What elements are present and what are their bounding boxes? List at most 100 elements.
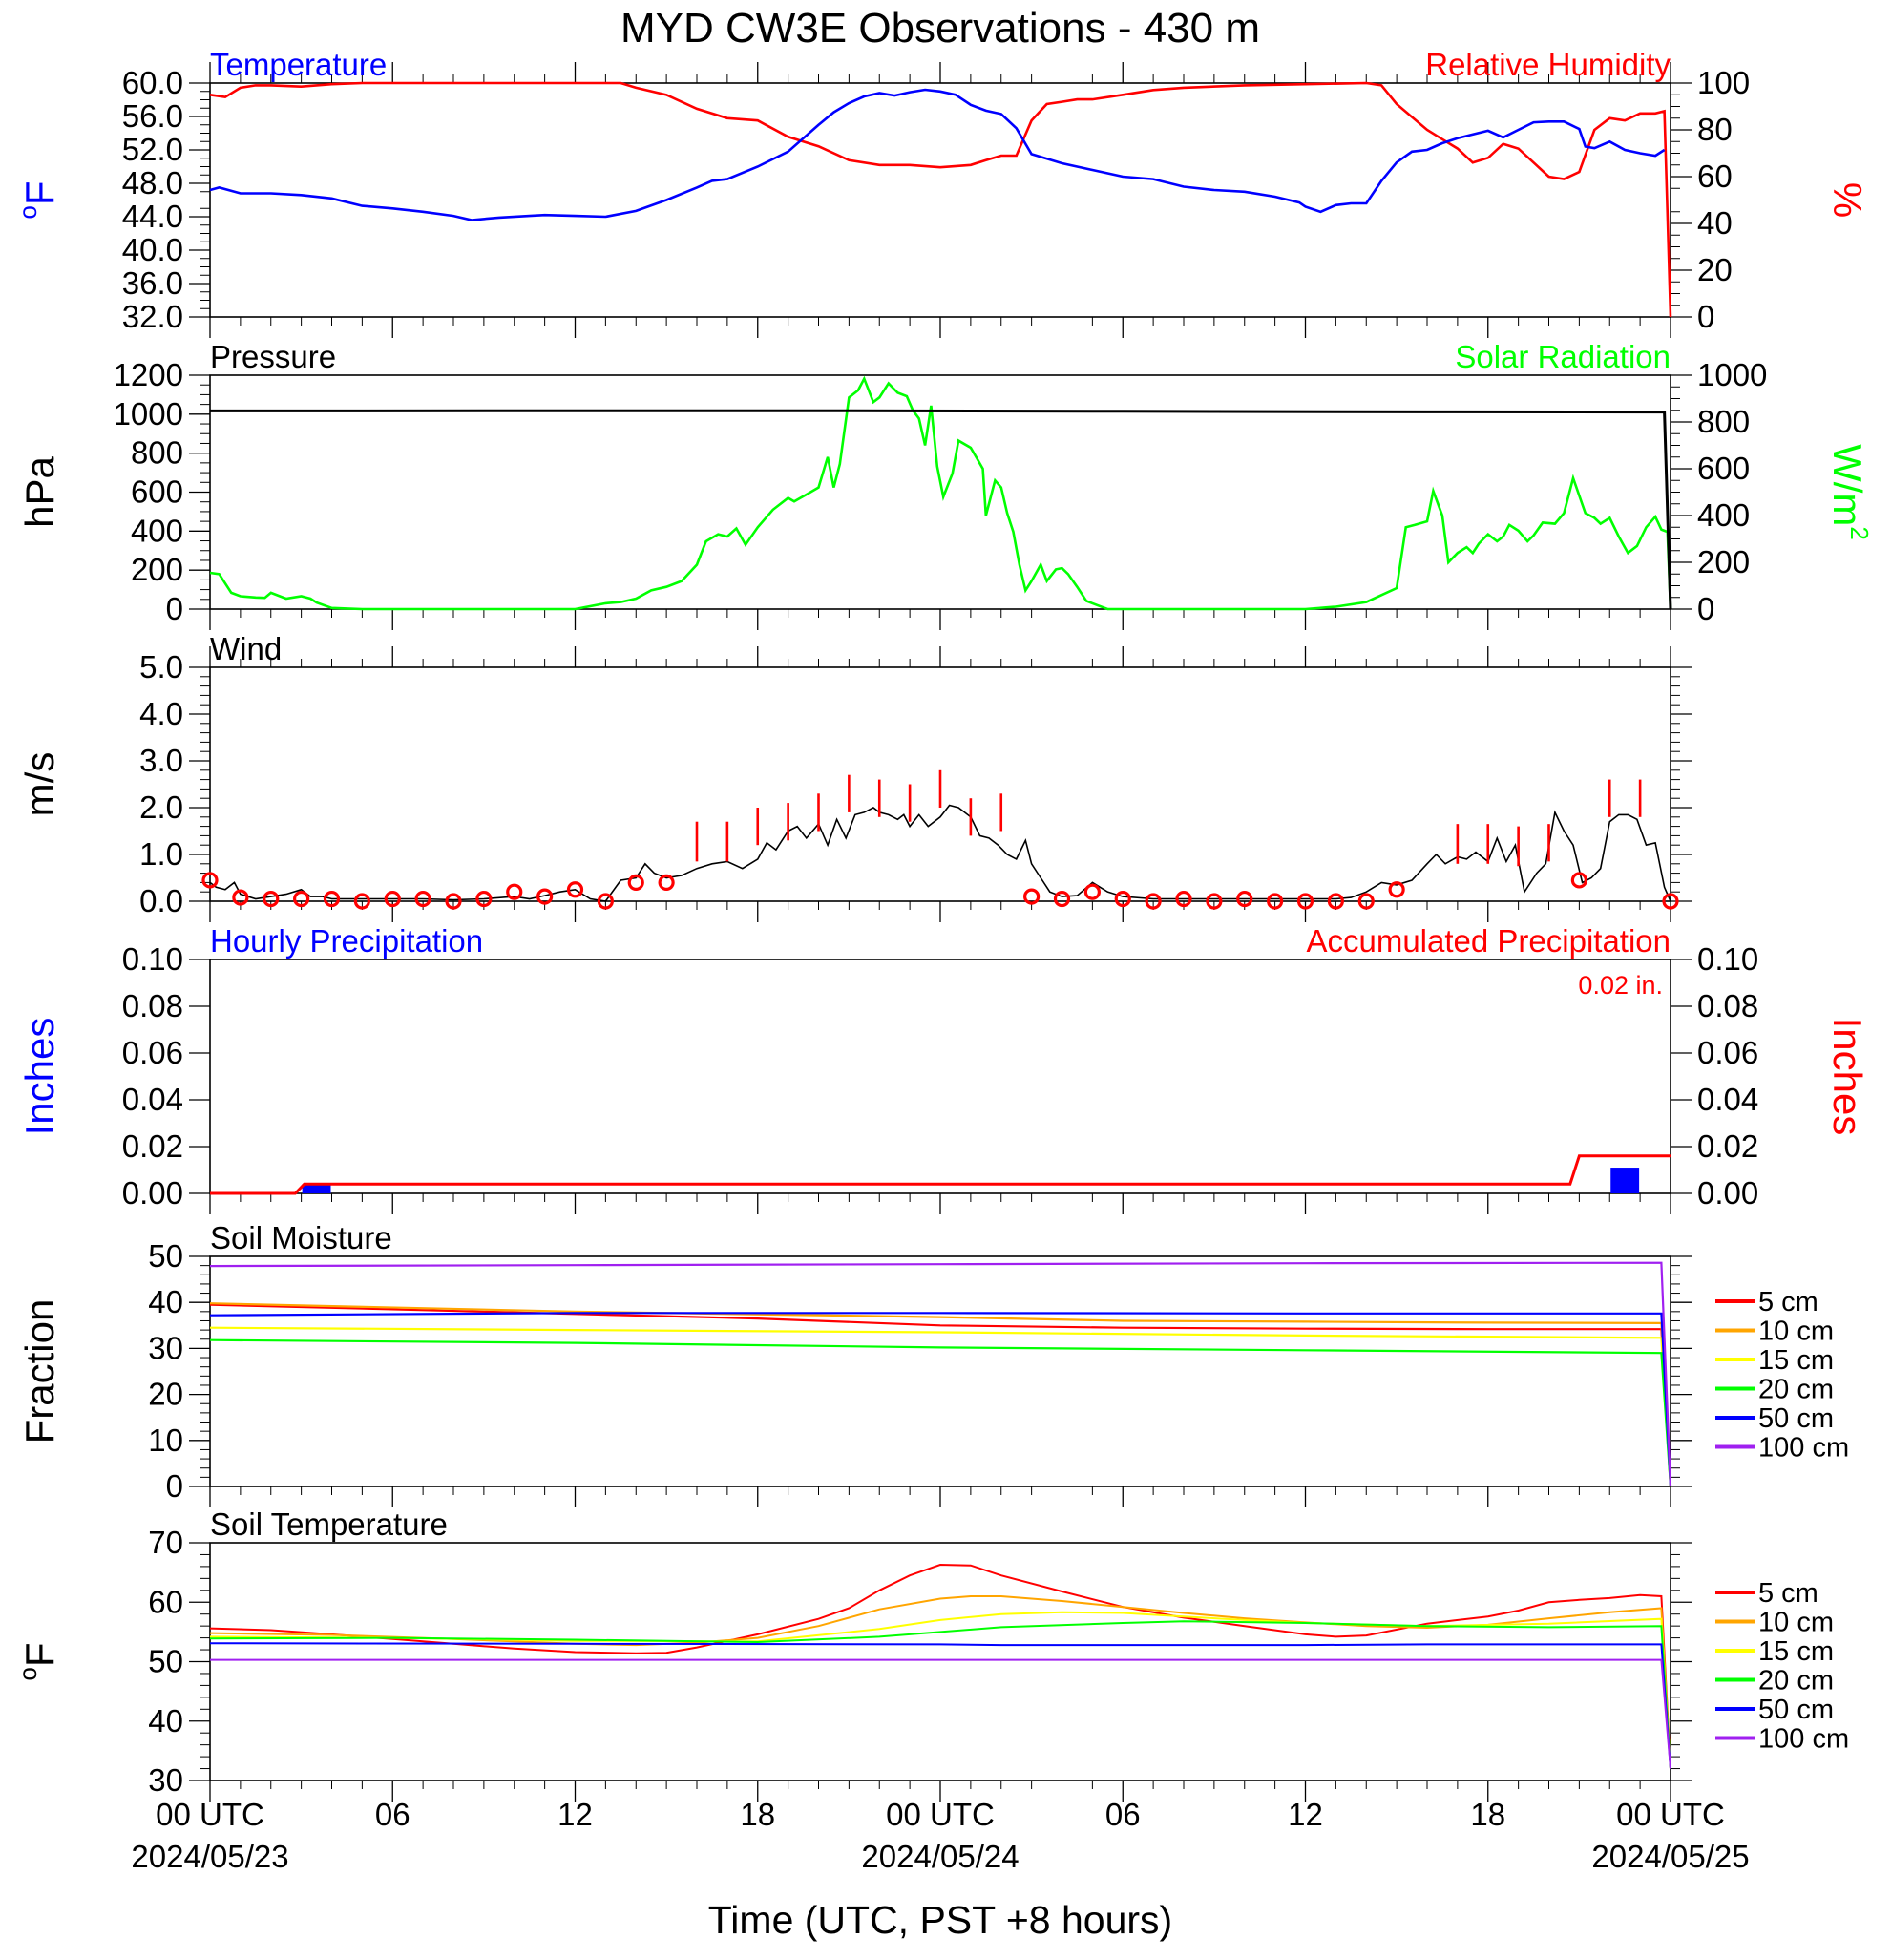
soil_moisture-left-tick-label: 10 bbox=[148, 1423, 183, 1458]
legend-label: 20 cm bbox=[1758, 1666, 1834, 1697]
wind-calm-marker bbox=[1357, 893, 1375, 910]
legend-label: 15 cm bbox=[1758, 1636, 1834, 1667]
wind-speed-line bbox=[209, 804, 1671, 902]
temp_rh-right-units: % bbox=[1825, 182, 1870, 218]
wind-calm-marker bbox=[1267, 893, 1284, 910]
soil_temperature-left-units: oFoF bbox=[13, 1642, 62, 1680]
wind-left-tick-label: 4.0 bbox=[139, 696, 183, 731]
x-axis-labels: 00 UTC 2024/05/23 06 12 18 00 UTC 2024/05/24 06… bbox=[131, 1797, 1749, 1874]
precip-right-tick-label: 0.02 bbox=[1697, 1128, 1758, 1164]
temp_rh-right-tick-label: 80 bbox=[1697, 112, 1733, 147]
precip-left-axis: 0.00 0.02 0.04 0.06 0.08 0.10 bbox=[122, 941, 210, 1211]
wind-calm-marker bbox=[1570, 872, 1587, 889]
wind-calm-marker bbox=[1114, 890, 1131, 908]
wind-calm-marker bbox=[536, 888, 554, 905]
wind-left-tick-label: 3.0 bbox=[139, 743, 183, 778]
wind-calm-marker bbox=[1236, 890, 1253, 908]
soil_temperature-left-tick-label: 70 bbox=[148, 1525, 183, 1560]
legend-label: 5 cm bbox=[1758, 1287, 1818, 1317]
wind-left-tick-label: 5.0 bbox=[139, 649, 183, 685]
soil_moisture-line-100cm bbox=[209, 1261, 1672, 1487]
soil_moisture-line-50cm bbox=[209, 1312, 1672, 1487]
soil_moisture-left-tick-label: 30 bbox=[148, 1330, 183, 1365]
soil_moisture-left-units: Fraction bbox=[17, 1299, 62, 1444]
soil_moisture-plot-border bbox=[209, 1255, 1671, 1487]
wind-calm-marker bbox=[1327, 893, 1344, 910]
wind-left-tick-label: 1.0 bbox=[139, 836, 183, 872]
soil_temperature-frame bbox=[209, 1542, 1671, 1802]
wind-calm-marker bbox=[232, 889, 249, 906]
soil_moisture-left-tick-label: 0 bbox=[166, 1468, 183, 1504]
pressure_solar-right-tick-label: 1000 bbox=[1697, 357, 1767, 392]
pressure_solar-right-tick-label: 0 bbox=[1697, 591, 1714, 626]
soil_temperature-left-tick-label: 30 bbox=[148, 1762, 183, 1798]
soil_temperature-line-100cm bbox=[210, 1658, 1671, 1769]
precip-left-title: Hourly Precipitation bbox=[210, 923, 483, 959]
pressure_solar-right-tick-label: 800 bbox=[1697, 404, 1750, 439]
x-tick-date: 2024/05/25 bbox=[1591, 1839, 1749, 1874]
precip-right-tick-label: 0.04 bbox=[1697, 1082, 1758, 1117]
x-tick-label: 00 UTC bbox=[886, 1797, 995, 1832]
chart-title: MYD CW3E Observations - 430 m bbox=[620, 5, 1260, 52]
temp_rh-right-tick-label: 0 bbox=[1697, 299, 1714, 334]
x-tick-label: 12 bbox=[1288, 1797, 1323, 1832]
temp_rh-right-tick-label: 100 bbox=[1697, 65, 1750, 100]
soil_temperature-line-20cm bbox=[209, 1620, 1671, 1769]
accumulated-total-label: 0.02 in. bbox=[1578, 971, 1663, 1000]
wind-calm-marker bbox=[658, 874, 675, 892]
humidity-line bbox=[209, 81, 1672, 318]
pressure_solar-right-units-label: W/m2 bbox=[1825, 444, 1874, 540]
soil_moisture-left-tick-label: 40 bbox=[148, 1284, 183, 1319]
legend-label: 5 cm bbox=[1758, 1578, 1818, 1609]
wind-calm-marker bbox=[1175, 890, 1192, 908]
temp_rh-left-axis: 32.036.040.044.048.052.056.060.0 bbox=[122, 65, 210, 334]
pressure_solar-left-tick-label: 1000 bbox=[114, 396, 183, 432]
wind-calm-markers bbox=[201, 872, 1679, 910]
soil_temperature-left-axis: 30 40 50 60 70 bbox=[148, 1525, 210, 1798]
wind-calm-marker bbox=[353, 893, 370, 910]
precip-plot-border bbox=[209, 959, 1671, 1194]
temp_rh-right-units-label: % bbox=[1825, 182, 1870, 218]
pressure_solar-left-title: Pressure bbox=[210, 339, 336, 374]
hourly-precip-bar bbox=[1610, 1168, 1640, 1193]
wind-left-units-label: m/s bbox=[17, 752, 62, 817]
wind-left-axis: 0.0 1.0 2.0 3.0 4.0 5.0 bbox=[139, 649, 210, 918]
temp_rh-left-tick-label: 36.0 bbox=[122, 265, 183, 301]
precip-left-tick-label: 0.02 bbox=[122, 1128, 183, 1164]
temp_rh-left-tick-label: 56.0 bbox=[122, 98, 183, 134]
temp_rh-right-axis: 0 20 40 60 80 100 bbox=[1671, 65, 1750, 334]
pressure_solar-right-title: Solar Radiation bbox=[1455, 339, 1671, 374]
wind-calm-marker bbox=[323, 890, 341, 908]
x-tick-label: 18 bbox=[740, 1797, 775, 1832]
pressure_solar-left-tick-label: 800 bbox=[131, 435, 183, 471]
legend-label: 100 cm bbox=[1758, 1724, 1849, 1755]
pressure_solar-right-tick-label: 200 bbox=[1697, 544, 1750, 580]
soil_moisture-left-tick-label: 50 bbox=[148, 1238, 183, 1274]
temp_rh-left-title: Temperature bbox=[210, 47, 387, 82]
wind-calm-marker bbox=[1145, 893, 1162, 910]
temp_rh-plot-border bbox=[209, 82, 1671, 318]
wind-calm-marker bbox=[506, 883, 523, 900]
pressure_solar-frame bbox=[209, 374, 1671, 630]
soil_moisture-left-axis: 0 10 20 30 40 50 bbox=[148, 1238, 210, 1504]
precip-right-title: Accumulated Precipitation bbox=[1306, 923, 1671, 959]
temp_rh-right-tick-label: 40 bbox=[1697, 205, 1733, 241]
soil_moisture-left-units-label: Fraction bbox=[17, 1299, 62, 1444]
temp_rh-left-tick-label: 44.0 bbox=[122, 199, 183, 234]
precip-left-tick-label: 0.10 bbox=[122, 941, 183, 977]
legend-label: 100 cm bbox=[1758, 1433, 1849, 1464]
soil_moisture-line-10cm bbox=[209, 1302, 1672, 1487]
solar-radiation-line bbox=[209, 375, 1672, 611]
soil_temperature-line-15cm bbox=[209, 1611, 1671, 1769]
wind-calm-marker bbox=[627, 874, 644, 892]
x-tick-label: 00 UTC bbox=[1616, 1797, 1725, 1832]
pressure_solar-left-tick-label: 200 bbox=[131, 552, 183, 587]
temp_rh-frame bbox=[209, 62, 1671, 338]
precip-right-units: Inches bbox=[1825, 1018, 1870, 1136]
soil_temperature-left-tick-label: 60 bbox=[148, 1584, 183, 1619]
legend-label: 50 cm bbox=[1758, 1403, 1834, 1434]
precip-right-tick-label: 0.08 bbox=[1697, 988, 1758, 1023]
wind-calm-marker bbox=[201, 872, 219, 889]
